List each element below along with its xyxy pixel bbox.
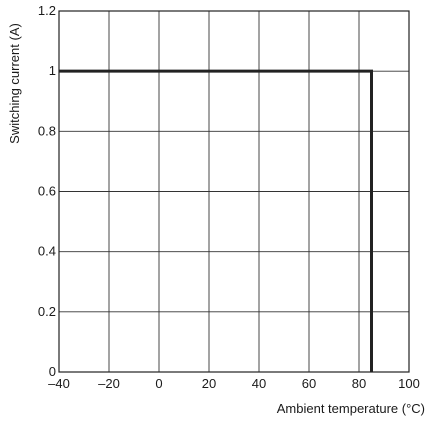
y-tick-label: 1	[49, 63, 56, 78]
x-axis-title: Ambient temperature (°C)	[277, 401, 425, 416]
y-tick-label: 0.8	[38, 123, 56, 138]
y-axis-title: Switching current (A)	[7, 23, 22, 144]
y-tick-label: 0.4	[38, 244, 56, 259]
x-tick-label: 80	[352, 376, 366, 391]
x-tick-label: 60	[302, 376, 316, 391]
plot-frame	[58, 10, 410, 373]
x-tick-label: 0	[155, 376, 162, 391]
y-tick-label: 0.2	[38, 304, 56, 319]
series-layer	[59, 69, 373, 372]
y-tick-label: 0.6	[38, 184, 56, 199]
series-line	[59, 69, 373, 372]
x-tick-label: –40	[48, 376, 70, 391]
y-tick-label: 1.2	[38, 3, 56, 18]
x-tick-label: –20	[98, 376, 120, 391]
x-tick-label: 20	[202, 376, 216, 391]
x-tick-label: 100	[398, 376, 420, 391]
y-tick-labels: 0 0.2 0.4 0.6 0.8 1 1.2	[38, 3, 56, 379]
y-tick-label: 0	[49, 364, 56, 379]
x-tick-labels: –40 –20 0 20 40 60 80 100	[48, 376, 420, 391]
grid-lines	[59, 11, 409, 372]
x-tick-label: 40	[252, 376, 266, 391]
